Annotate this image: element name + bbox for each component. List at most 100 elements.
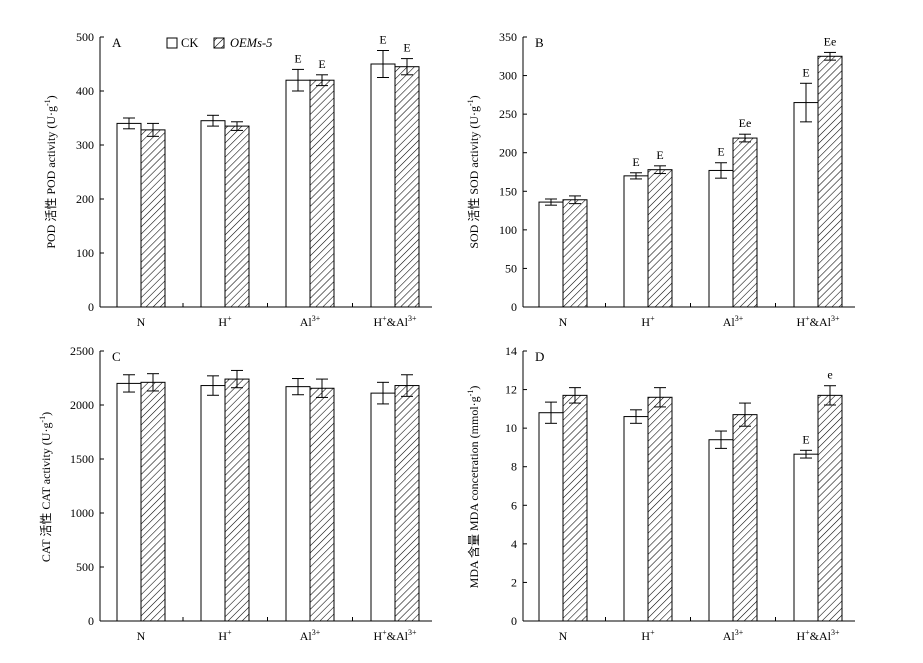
y-tick-label-a-4: 400: [76, 84, 94, 98]
cat-sup: +: [227, 628, 232, 637]
bar-ck-a-0: [116, 122, 142, 308]
cat-base: N: [559, 629, 568, 643]
ylabel-tail: ): [467, 386, 481, 390]
x-tick-label-b-3: H+&Al3+: [796, 314, 840, 329]
bar-oems5-a-1: [224, 125, 250, 308]
bar-ck-d-1: [623, 416, 649, 622]
x-tick-label-b-1: H+: [641, 314, 655, 329]
ylabel-main: MDA 含量 MDA concetration (mmol·g: [466, 396, 481, 588]
legend-label-oems5: OEMs-5: [230, 36, 272, 50]
y-tick-label-b-7: 350: [499, 30, 517, 44]
x-tick-label-a-2: Al3+: [300, 314, 321, 329]
significance-label-b-0-3: E: [802, 65, 809, 79]
cat-base: H: [796, 629, 805, 643]
x-tick-label-c-3: H+&Al3+: [373, 628, 417, 643]
cat-sup2: 3+: [831, 314, 840, 323]
significance-label-b-0-2: E: [717, 145, 724, 159]
cat-sup: +: [805, 628, 810, 637]
cat-sup: 3+: [312, 628, 321, 637]
bar-ck-b-3: [793, 102, 819, 308]
legend-swatch-ck: [166, 37, 178, 49]
y-tick-label-c-5: 2500: [70, 344, 94, 358]
x-tick-label-d-3: H+&Al3+: [796, 628, 840, 643]
cat-mid: &Al: [387, 629, 409, 643]
significance-label-b-0-1: E: [632, 155, 639, 169]
bar-oems5-c-1: [224, 378, 250, 622]
bar-oems5-c-3: [394, 385, 420, 622]
y-tick-label-d-2: 4: [511, 537, 517, 551]
ylabel-sup: -1: [38, 416, 47, 423]
y-tick-label-d-6: 12: [505, 383, 517, 397]
y-tick-label-b-2: 100: [499, 223, 517, 237]
y-tick-label-c-0: 0: [88, 614, 94, 628]
y-tick-label-b-6: 300: [499, 69, 517, 83]
cat-mid: &Al: [387, 315, 409, 329]
panel-letter-c: C: [112, 349, 121, 364]
significance-label-d-0-3: E: [802, 432, 809, 446]
y-tick-label-b-1: 50: [505, 261, 517, 275]
cat-sup: +: [805, 314, 810, 323]
bar-oems5-a-3: [394, 66, 420, 308]
x-tick-label-a-1: H+: [218, 314, 232, 329]
bar-ck-b-2: [708, 169, 734, 308]
significance-label-a-0-2: E: [294, 51, 301, 65]
y-tick-label-c-1: 500: [76, 560, 94, 574]
bar-ck-b-1: [623, 175, 649, 308]
significance-label-a-1-3: E: [403, 41, 410, 55]
x-tick-label-a-0: N: [137, 315, 146, 329]
cat-base: H: [218, 315, 227, 329]
cat-sup: +: [650, 628, 655, 637]
bar-oems5-d-2: [732, 414, 758, 622]
ylabel-main: POD 活性 POD activity (U·g: [44, 106, 58, 249]
ylabel-tail: ): [44, 95, 58, 99]
y-axis-label-a: POD 活性 POD activity (U·g-1): [43, 95, 58, 248]
significance-label-b-1-2: Ee: [739, 116, 752, 130]
bar-ck-a-3: [370, 63, 396, 308]
ylabel-sup: -1: [466, 390, 475, 397]
bar-oems5-d-0: [562, 394, 588, 622]
x-tick-label-c-2: Al3+: [300, 628, 321, 643]
ylabel-tail: ): [467, 95, 481, 99]
x-tick-label-b-0: N: [559, 315, 568, 329]
bar-oems5-d-1: [647, 396, 673, 622]
y-tick-label-d-1: 2: [511, 575, 517, 589]
cat-base: H: [218, 629, 227, 643]
significance-label-a-0-3: E: [379, 33, 386, 47]
cat-base: H: [641, 315, 650, 329]
y-tick-label-b-3: 150: [499, 184, 517, 198]
bar-ck-a-1: [200, 120, 226, 308]
y-tick-label-b-4: 200: [499, 146, 517, 160]
y-tick-label-a-1: 100: [76, 246, 94, 260]
cat-sup2: 3+: [408, 314, 417, 323]
bar-ck-d-0: [538, 412, 564, 622]
legend-swatch-oems5: [213, 37, 225, 49]
cat-base: H: [796, 315, 805, 329]
bar-oems5-a-2: [309, 79, 335, 308]
bar-ck-a-2: [285, 79, 311, 308]
cat-base: N: [137, 315, 146, 329]
cat-sup: +: [382, 314, 387, 323]
significance-label-a-1-2: E: [318, 57, 325, 71]
y-tick-label-a-2: 200: [76, 192, 94, 206]
y-tick-label-d-4: 8: [511, 460, 517, 474]
significance-label-b-1-1: E: [656, 148, 663, 162]
significance-label-b-1-3: Ee: [824, 34, 837, 48]
cat-sup: 3+: [312, 314, 321, 323]
cat-base: H: [641, 629, 650, 643]
y-tick-label-c-4: 2000: [70, 398, 94, 412]
legend-label-ck: CK: [181, 36, 198, 50]
bar-ck-c-2: [285, 386, 311, 622]
y-tick-label-d-5: 10: [505, 421, 517, 435]
cat-base: H: [373, 315, 382, 329]
cat-sup2: 3+: [408, 628, 417, 637]
bar-ck-b-0: [538, 201, 564, 308]
bar-oems5-c-2: [309, 387, 335, 622]
x-tick-label-d-0: N: [559, 629, 568, 643]
ylabel-main: SOD 活性 SOD activity (U·g: [467, 106, 481, 249]
significance-label-d-1-3: e: [827, 368, 832, 382]
y-axis-label-b: SOD 活性 SOD activity (U·g-1): [466, 95, 481, 248]
bar-oems5-b-3: [817, 55, 843, 308]
